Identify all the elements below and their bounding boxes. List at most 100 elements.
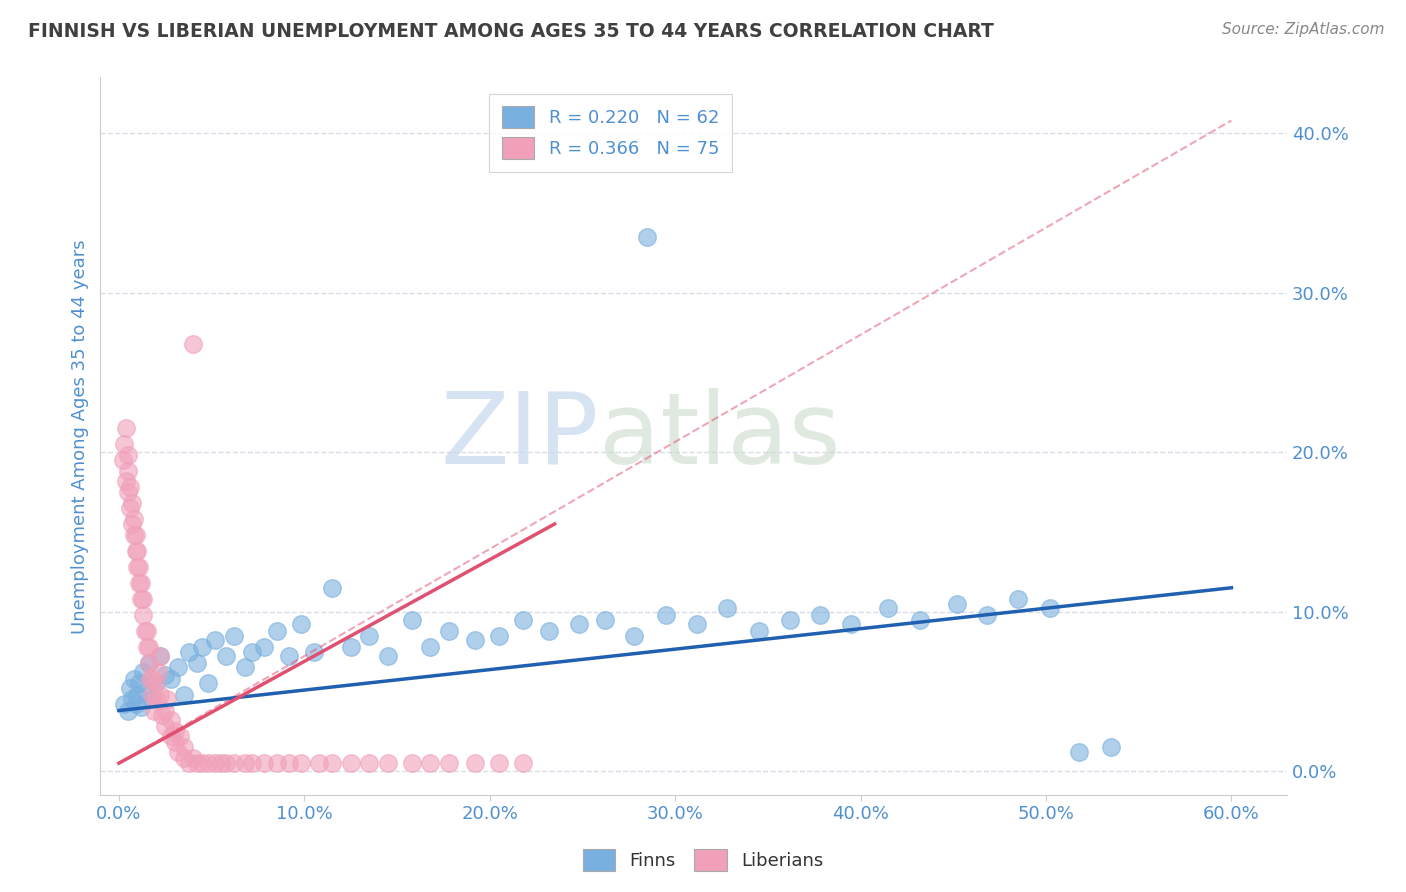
- Point: [114, 697, 136, 711]
- Point: [173, 751, 195, 765]
- Point: [135, 684, 157, 698]
- Point: [156, 692, 179, 706]
- Point: [1069, 745, 1091, 759]
- Point: [111, 453, 134, 467]
- Point: [145, 692, 167, 706]
- Point: [149, 688, 172, 702]
- Point: [252, 756, 274, 771]
- Point: [143, 704, 166, 718]
- Point: [155, 668, 177, 682]
- Point: [278, 756, 301, 771]
- Point: [124, 697, 146, 711]
- Point: [122, 512, 145, 526]
- Point: [181, 751, 204, 765]
- Point: [159, 729, 181, 743]
- Point: [779, 613, 801, 627]
- Legend: Finns, Liberians: Finns, Liberians: [575, 842, 831, 879]
- Point: [141, 688, 163, 702]
- Point: [266, 624, 288, 638]
- Point: [132, 591, 155, 606]
- Point: [167, 660, 190, 674]
- Point: [191, 756, 214, 771]
- Point: [593, 613, 616, 627]
- Point: [173, 740, 195, 755]
- Point: [129, 576, 152, 591]
- Point: [419, 640, 441, 654]
- Point: [163, 735, 186, 749]
- Point: [976, 607, 998, 622]
- Text: FINNISH VS LIBERIAN UNEMPLOYMENT AMONG AGES 35 TO 44 YEARS CORRELATION CHART: FINNISH VS LIBERIAN UNEMPLOYMENT AMONG A…: [28, 22, 994, 41]
- Point: [1039, 601, 1062, 615]
- Point: [118, 501, 141, 516]
- Point: [512, 613, 534, 627]
- Point: [222, 629, 245, 643]
- Point: [163, 724, 186, 739]
- Point: [155, 704, 177, 718]
- Point: [266, 756, 288, 771]
- Point: [302, 644, 325, 658]
- Point: [215, 756, 238, 771]
- Point: [138, 640, 160, 654]
- Point: [636, 230, 658, 244]
- Point: [159, 672, 181, 686]
- Point: [127, 688, 149, 702]
- Point: [1099, 740, 1122, 755]
- Point: [488, 756, 510, 771]
- Point: [321, 581, 343, 595]
- Point: [401, 756, 423, 771]
- Point: [290, 617, 312, 632]
- Point: [127, 544, 149, 558]
- Y-axis label: Unemployment Among Ages 35 to 44 years: Unemployment Among Ages 35 to 44 years: [72, 239, 89, 633]
- Point: [117, 704, 139, 718]
- Point: [321, 756, 343, 771]
- Point: [159, 713, 181, 727]
- Point: [135, 624, 157, 638]
- Point: [339, 640, 361, 654]
- Point: [233, 660, 256, 674]
- Text: ZIP: ZIP: [440, 388, 599, 484]
- Point: [138, 656, 160, 670]
- Point: [568, 617, 591, 632]
- Point: [139, 672, 162, 686]
- Point: [290, 756, 312, 771]
- Point: [308, 756, 330, 771]
- Point: [808, 607, 831, 622]
- Point: [138, 656, 160, 670]
- Text: atlas: atlas: [599, 388, 841, 484]
- Point: [623, 629, 645, 643]
- Point: [252, 640, 274, 654]
- Point: [132, 665, 155, 680]
- Point: [115, 474, 138, 488]
- Point: [132, 607, 155, 622]
- Point: [215, 649, 238, 664]
- Point: [242, 756, 264, 771]
- Point: [655, 607, 678, 622]
- Point: [141, 692, 163, 706]
- Point: [242, 644, 264, 658]
- Point: [121, 496, 143, 510]
- Point: [114, 437, 136, 451]
- Point: [155, 719, 177, 733]
- Point: [167, 745, 190, 759]
- Point: [129, 591, 152, 606]
- Point: [128, 576, 150, 591]
- Point: [512, 756, 534, 771]
- Point: [128, 560, 150, 574]
- Point: [179, 644, 201, 658]
- Point: [839, 617, 862, 632]
- Point: [145, 676, 167, 690]
- Point: [359, 756, 381, 771]
- Point: [149, 649, 172, 664]
- Point: [124, 528, 146, 542]
- Point: [128, 676, 150, 690]
- Point: [121, 516, 143, 531]
- Point: [129, 700, 152, 714]
- Point: [145, 676, 167, 690]
- Point: [115, 421, 138, 435]
- Point: [419, 756, 441, 771]
- Point: [716, 601, 738, 615]
- Point: [117, 449, 139, 463]
- Point: [204, 633, 226, 648]
- Point: [191, 640, 214, 654]
- Point: [488, 629, 510, 643]
